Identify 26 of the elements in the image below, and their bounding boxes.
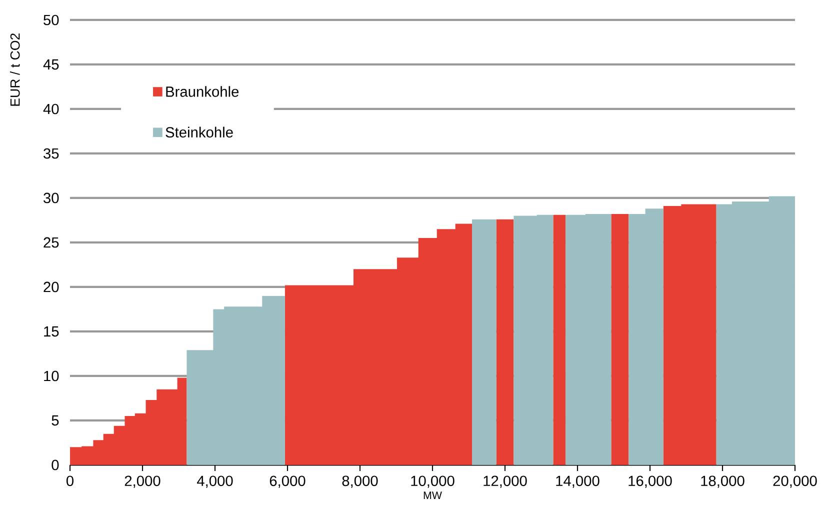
y-tick-label: 0	[52, 460, 59, 470]
x-axis-title: MW	[424, 492, 442, 499]
x-tick-label: 18,000	[701, 476, 744, 488]
x-tick-label: 6,000	[270, 476, 306, 488]
x-tick-label: 4,000	[196, 476, 233, 488]
x-tick-label: 14,000	[556, 476, 600, 488]
x-tick-label: 0	[66, 476, 74, 486]
x-tick-label: 12,000	[484, 476, 527, 488]
x-tick-label: 2,000	[124, 476, 160, 488]
x-tick-label: 16,000	[628, 476, 672, 488]
y-tick-label: 35	[44, 148, 59, 159]
y-tick-label: 20	[44, 282, 59, 292]
y-tick-label: 25	[44, 237, 59, 248]
y-axis-title: EUR / t CO2	[10, 33, 20, 106]
x-tick-label: 10,000	[411, 476, 454, 488]
legend-label: Steinkohle	[166, 126, 233, 138]
y-tick-label: 50	[44, 14, 59, 26]
legend-label: Braunkohle	[166, 86, 239, 97]
y-tick-label: 40	[43, 104, 59, 114]
y-tick-label: 30	[44, 192, 59, 204]
y-tick-label: 10	[44, 370, 59, 382]
x-tick-label: 8,000	[342, 476, 378, 488]
y-tick-label: 5	[52, 415, 59, 426]
x-tick-label: 20,000	[773, 476, 817, 488]
y-tick-label: 45	[43, 59, 59, 70]
y-tick-label: 15	[44, 326, 59, 337]
